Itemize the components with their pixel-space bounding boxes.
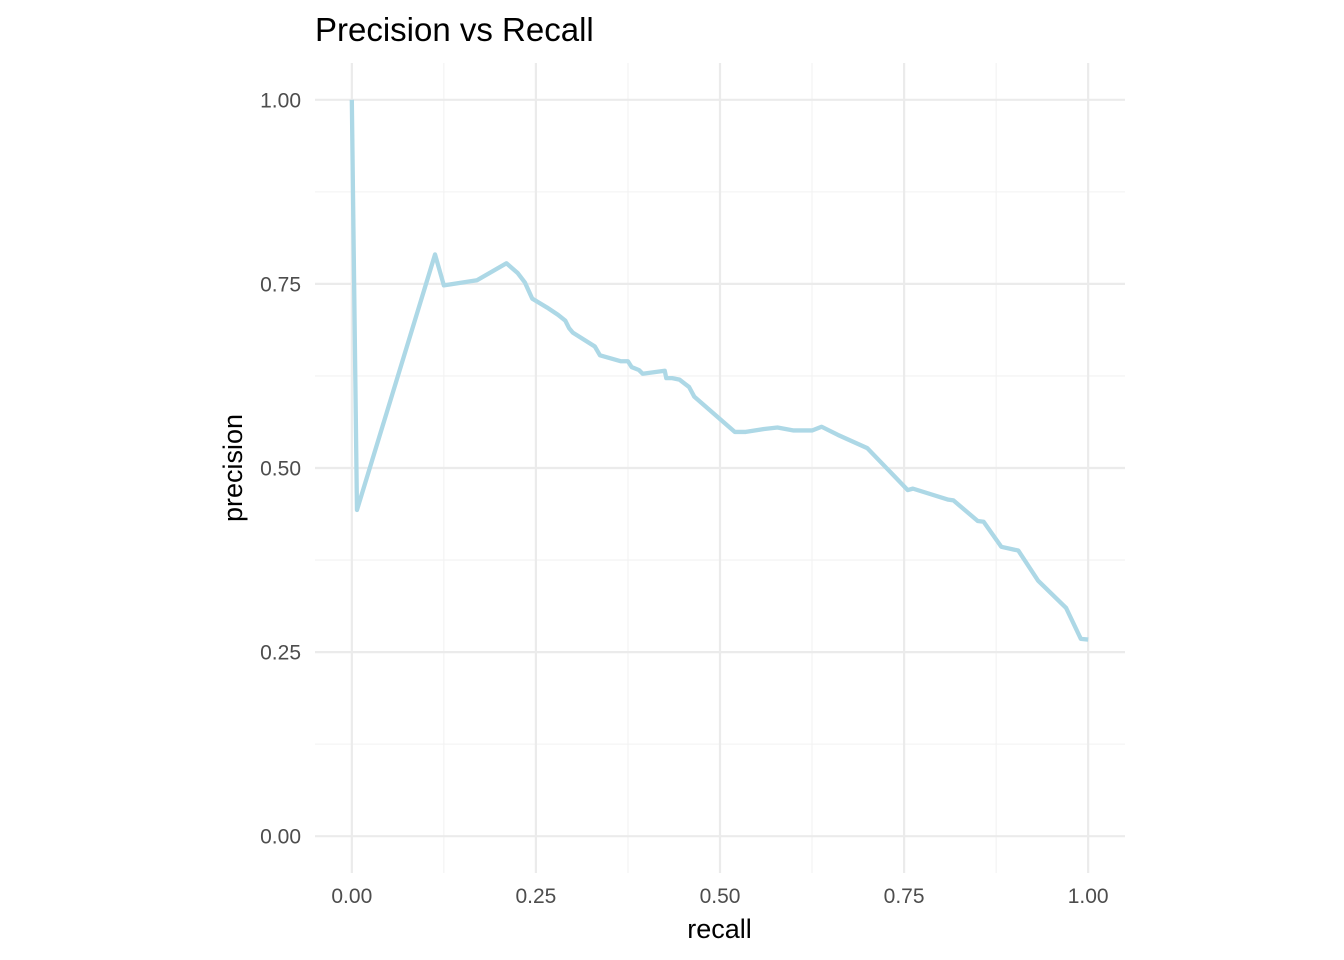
grid bbox=[315, 63, 1125, 873]
x-tick-label: 1.00 bbox=[1068, 885, 1109, 908]
x-tick-label: 0.75 bbox=[884, 885, 925, 908]
y-axis-title: precision bbox=[218, 414, 248, 522]
x-axis-ticks: 0.00 0.25 0.50 0.75 1.00 bbox=[331, 885, 1108, 908]
y-tick-label: 0.25 bbox=[260, 642, 301, 665]
y-tick-label: 0.00 bbox=[260, 826, 301, 849]
x-tick-label: 0.25 bbox=[515, 885, 556, 908]
y-tick-label: 0.75 bbox=[260, 273, 301, 296]
chart-title: Precision vs Recall bbox=[315, 11, 594, 48]
y-tick-label: 0.50 bbox=[260, 458, 301, 481]
y-tick-label: 1.00 bbox=[260, 89, 301, 112]
x-tick-label: 0.00 bbox=[331, 885, 372, 908]
y-axis-ticks: 0.00 0.25 0.50 0.75 1.00 bbox=[260, 89, 301, 848]
precision-recall-line bbox=[349, 99, 1089, 642]
x-axis-title: recall bbox=[687, 914, 752, 944]
series-layer bbox=[349, 99, 1089, 642]
x-tick-label: 0.50 bbox=[700, 885, 741, 908]
